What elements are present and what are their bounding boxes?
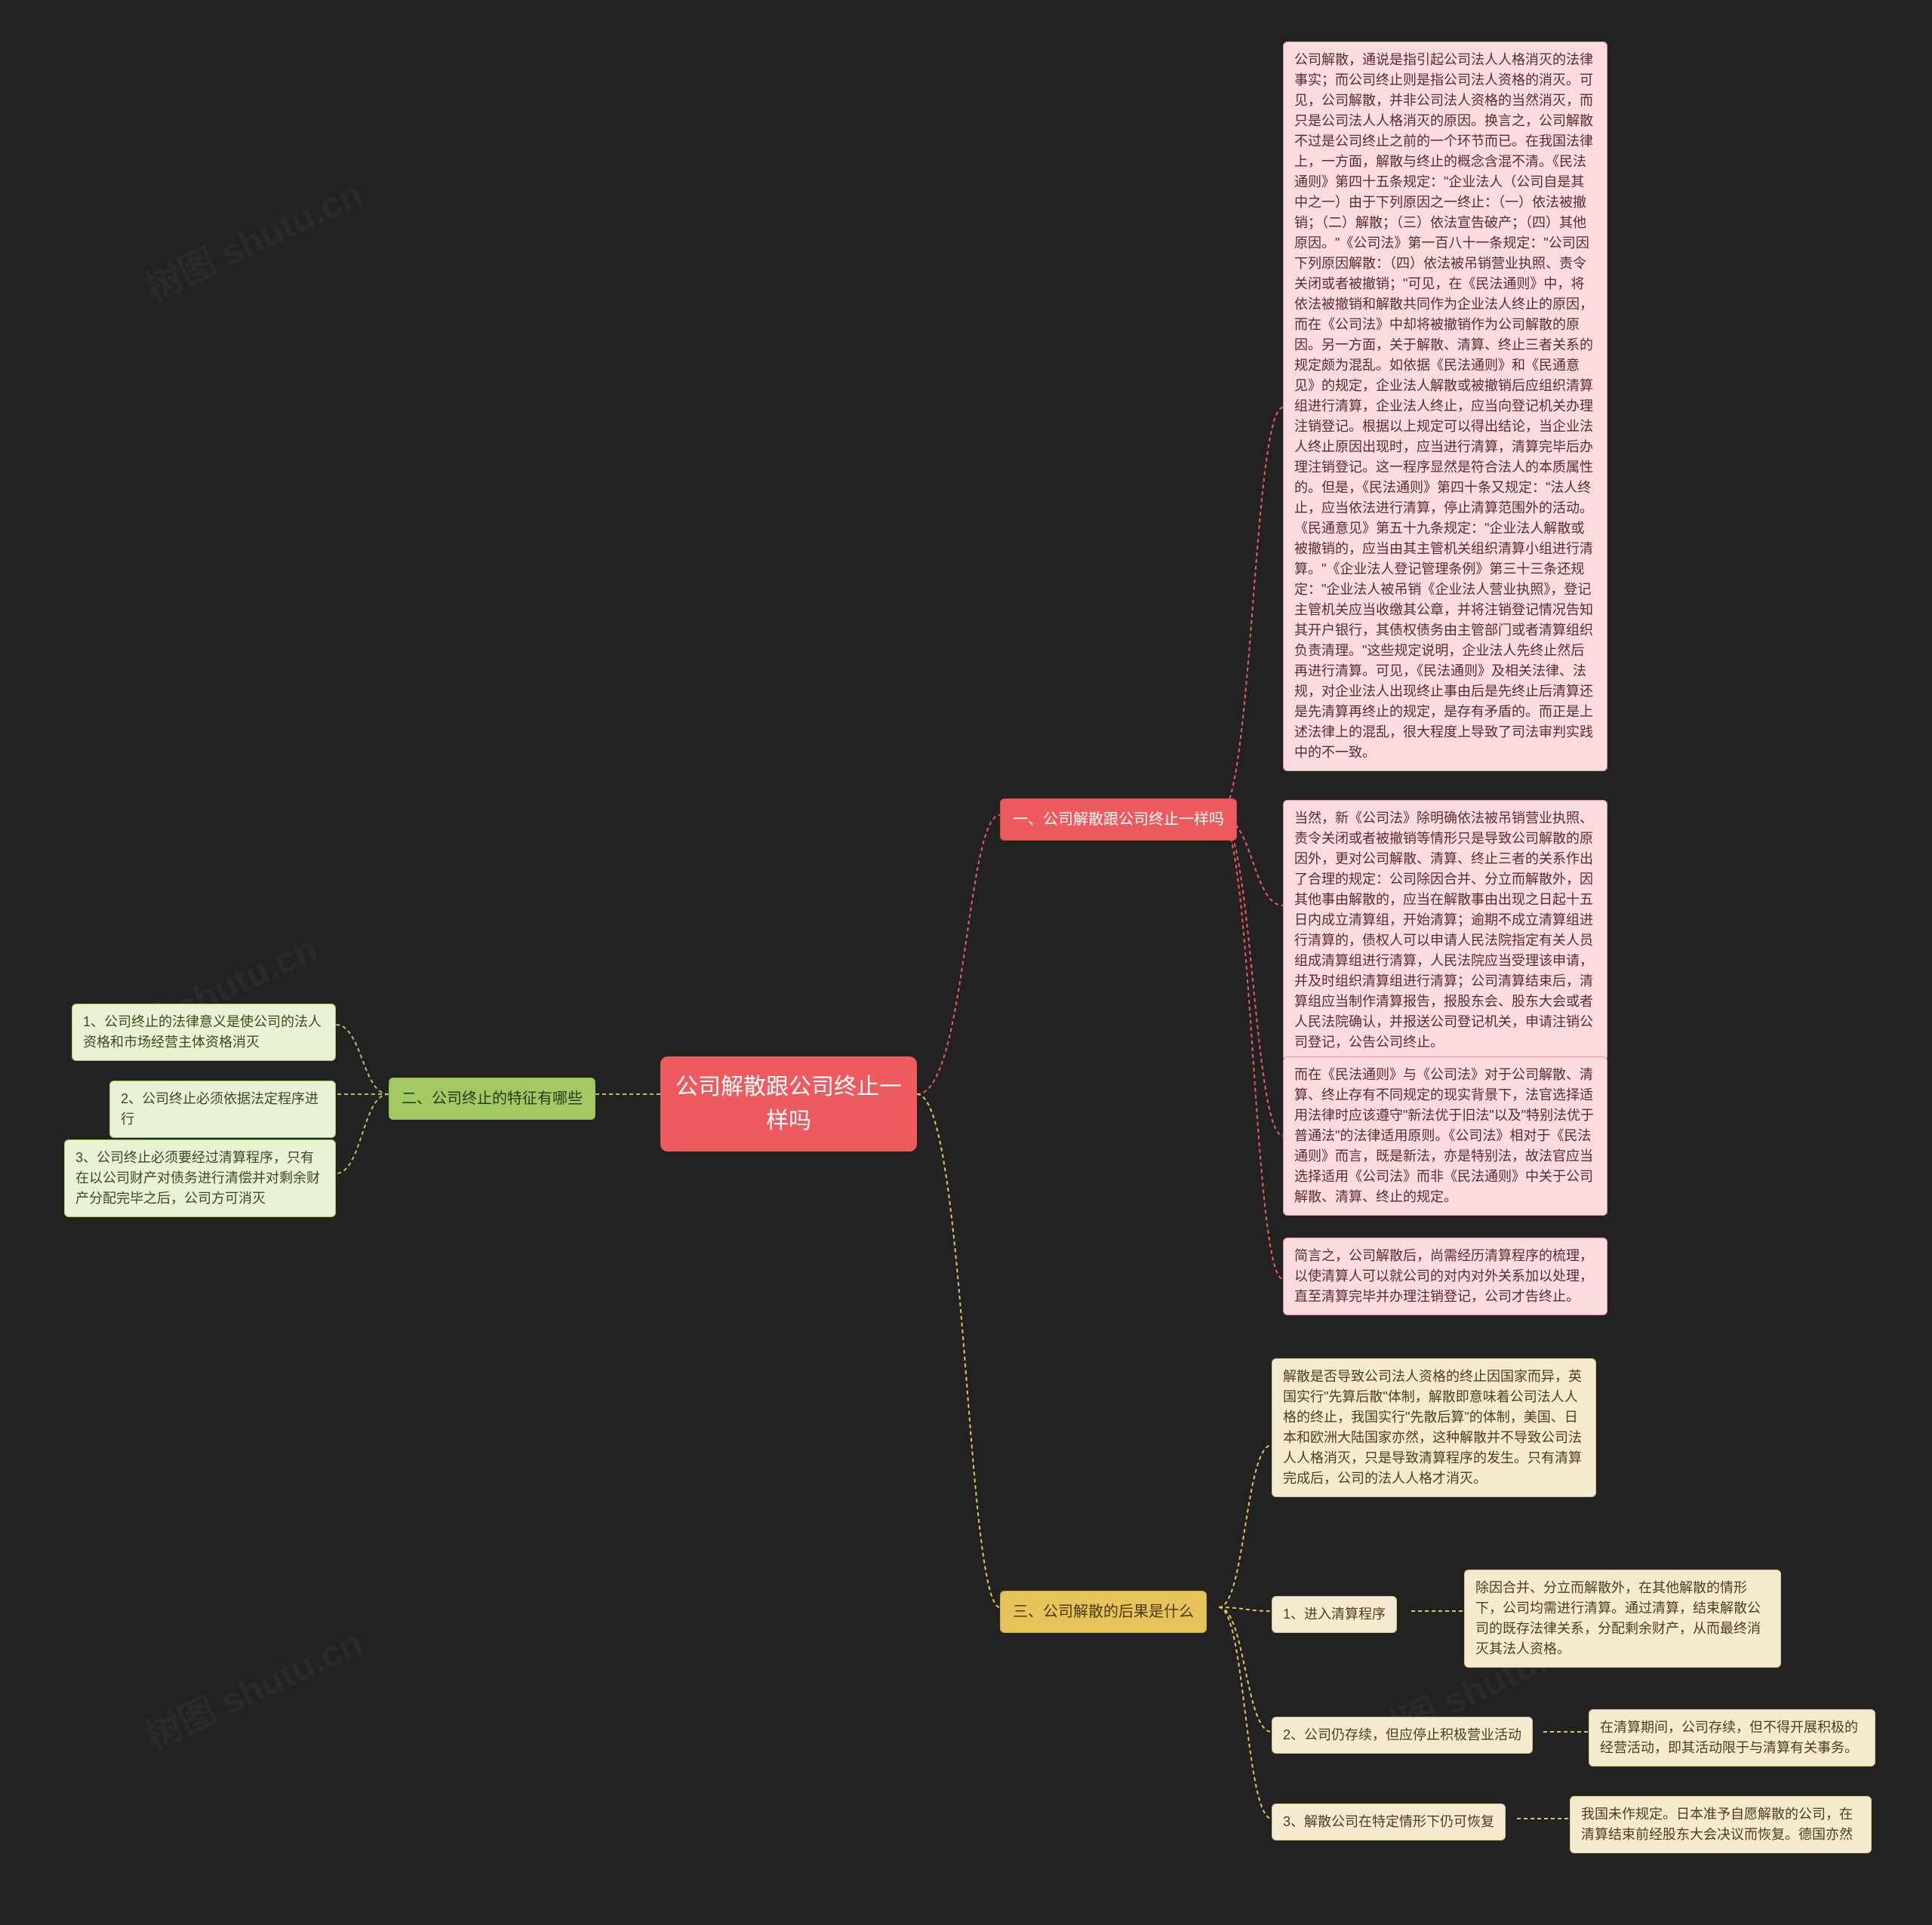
leaf-text: 1、公司终止的法律意义是使公司的法人资格和市场经营主体资格消灭: [83, 1014, 321, 1050]
branch-2[interactable]: 二、公司终止的特征有哪些: [389, 1078, 595, 1120]
branch-3-intro[interactable]: 解散是否导致公司法人资格的终止因国家而异，英国实行"先算后散"体制，解散即意味着…: [1272, 1358, 1596, 1497]
branch-1-leaf-3[interactable]: 而在《民法通则》与《公司法》对于公司解散、清算、终止存有不同规定的现实背景下，法…: [1283, 1056, 1607, 1216]
leaf-text: 2、公司仍存续，但应停止积极营业活动: [1283, 1727, 1521, 1742]
branch-3-item-3-body[interactable]: 我国未作规定。日本准予自愿解散的公司，在清算结束前经股东大会决议而恢复。德国亦然: [1570, 1796, 1872, 1853]
leaf-text: 解散是否导致公司法人资格的终止因国家而异，英国实行"先算后散"体制，解散即意味着…: [1283, 1369, 1582, 1486]
leaf-text: 1、进入清算程序: [1283, 1607, 1386, 1622]
leaf-text: 3、公司终止必须要经过清算程序，只有在以公司财产对债务进行清偿并对剩余财产分配完…: [75, 1150, 320, 1206]
branch-1[interactable]: 一、公司解散跟公司终止一样吗: [1000, 798, 1237, 841]
branch-3-item-2-body[interactable]: 在清算期间，公司存续，但不得开展积极的经营活动，即其活动限于与清算有关事务。: [1589, 1709, 1875, 1767]
branch-2-leaf-1[interactable]: 1、公司终止的法律意义是使公司的法人资格和市场经营主体资格消灭: [72, 1004, 336, 1061]
branch-3[interactable]: 三、公司解散的后果是什么: [1000, 1591, 1207, 1633]
leaf-text: 我国未作规定。日本准予自愿解散的公司，在清算结束前经股东大会决议而恢复。德国亦然: [1581, 1807, 1853, 1842]
branch-1-leaf-1[interactable]: 公司解散，通说是指引起公司法人人格消灭的法律事实；而公司终止则是指公司法人资格的…: [1283, 42, 1607, 771]
watermark: 树图 shutu.cn: [136, 1613, 370, 1760]
branch-3-item-2-title[interactable]: 2、公司仍存续，但应停止积极营业活动: [1272, 1717, 1533, 1754]
root-node[interactable]: 公司解散跟公司终止一样吗: [660, 1056, 917, 1152]
branch-3-label: 三、公司解散的后果是什么: [1013, 1604, 1194, 1620]
leaf-text: 2、公司终止必须依据法定程序进行: [121, 1091, 318, 1127]
branch-3-item-1-body[interactable]: 除因合并、分立而解散外，在其他解散的情形下，公司均需进行清算。通过清算，结束解散…: [1464, 1570, 1781, 1668]
branch-2-leaf-3[interactable]: 3、公司终止必须要经过清算程序，只有在以公司财产对债务进行清偿并对剩余财产分配完…: [64, 1139, 336, 1217]
leaf-text: 而在《民法通则》与《公司法》对于公司解散、清算、终止存有不同规定的现实背景下，法…: [1294, 1067, 1594, 1204]
leaf-text: 3、解散公司在特定情形下仍可恢复: [1283, 1814, 1494, 1829]
leaf-text: 公司解散，通说是指引起公司法人人格消灭的法律事实；而公司终止则是指公司法人资格的…: [1294, 52, 1593, 760]
leaf-text: 简言之，公司解散后，尚需经历清算程序的梳理，以使清算人可以就公司的对内对外关系加…: [1294, 1248, 1593, 1304]
branch-2-label: 二、公司终止的特征有哪些: [401, 1090, 583, 1107]
watermark: 树图 shutu.cn: [136, 165, 370, 311]
root-label: 公司解散跟公司终止一样吗: [675, 1075, 902, 1133]
leaf-text: 在清算期间，公司存续，但不得开展积极的经营活动，即其活动限于与清算有关事务。: [1600, 1720, 1858, 1755]
branch-2-leaf-2[interactable]: 2、公司终止必须依据法定程序进行: [109, 1081, 336, 1138]
leaf-text: 当然，新《公司法》除明确依法被吊销营业执照、责令关闭或者被撤销等情形只是导致公司…: [1294, 810, 1593, 1050]
branch-1-label: 一、公司解散跟公司终止一样吗: [1013, 811, 1224, 828]
branch-3-item-1-title[interactable]: 1、进入清算程序: [1272, 1596, 1397, 1633]
branch-1-leaf-2[interactable]: 当然，新《公司法》除明确依法被吊销营业执照、责令关闭或者被撤销等情形只是导致公司…: [1283, 800, 1607, 1061]
branch-1-leaf-4[interactable]: 简言之，公司解散后，尚需经历清算程序的梳理，以使清算人可以就公司的对内对外关系加…: [1283, 1238, 1607, 1315]
leaf-text: 除因合并、分立而解散外，在其他解散的情形下，公司均需进行清算。通过清算，结束解散…: [1475, 1580, 1761, 1656]
branch-3-item-3-title[interactable]: 3、解散公司在特定情形下仍可恢复: [1272, 1804, 1506, 1840]
